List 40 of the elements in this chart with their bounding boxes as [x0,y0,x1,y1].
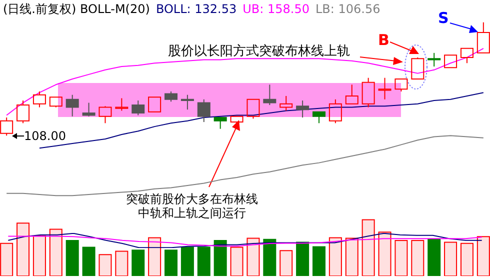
bar [263,238,276,276]
bar [394,240,408,276]
bar [148,237,162,276]
bar [164,250,178,276]
bar [296,242,310,276]
bar [411,240,424,276]
bar [345,238,358,276]
bar [16,222,30,276]
bar [82,246,96,276]
bar [428,238,441,276]
bar [66,240,79,276]
bar [32,236,46,276]
annotation: 108.00 [24,129,66,143]
text: UB: 158.50 [242,2,310,16]
bar [280,250,293,276]
bar [362,219,375,276]
bar [0,242,14,276]
bar [49,228,62,276]
bar [132,250,145,276]
bar [378,232,392,276]
bar [328,237,342,276]
text: BOLL: 132.53 [156,2,237,16]
annotation: 股价以长阳方式突破布林线上轨 [168,44,350,59]
bar [476,236,490,276]
bar [444,242,458,276]
bar [460,242,474,276]
annotation: B [378,31,390,49]
bar [214,240,227,276]
bar [312,246,326,276]
bar [98,254,112,276]
bar [197,246,210,276]
bar [230,246,244,276]
bar [115,250,128,276]
chart-title: (日线.前复权) BOLL-M(20) [3,2,150,16]
bar [246,238,260,276]
annotation: 突破前股价大多在布林线中轨和上轨之间运行 [126,192,258,220]
bar [180,246,194,276]
candlestick [378,77,392,100]
text: LB: 106.56 [316,2,380,16]
annotation: S [438,9,449,27]
